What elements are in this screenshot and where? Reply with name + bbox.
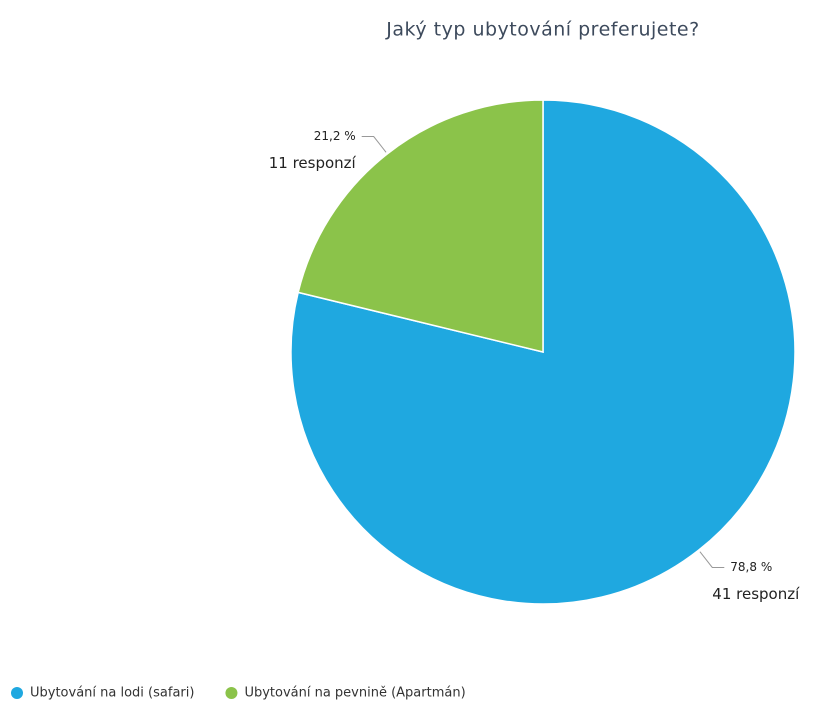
pie-slice: [297, 99, 544, 353]
legend-label: Ubytování na lodi (safari): [30, 686, 194, 701]
leader-line: [361, 136, 387, 153]
leader-line: [699, 551, 725, 568]
legend-marker: [225, 687, 238, 699]
legend-label: Ubytování na pevnině (Apartmán): [244, 686, 465, 701]
chart-title: Jaký typ ubytování preferujete?: [385, 19, 699, 41]
count-label: 11 responzí: [269, 154, 357, 172]
value-label: 21,2 %: [314, 129, 356, 143]
count-label: 41 responzí: [712, 585, 800, 603]
value-label: 78,8 %: [730, 560, 772, 574]
legend-marker: [11, 687, 23, 699]
